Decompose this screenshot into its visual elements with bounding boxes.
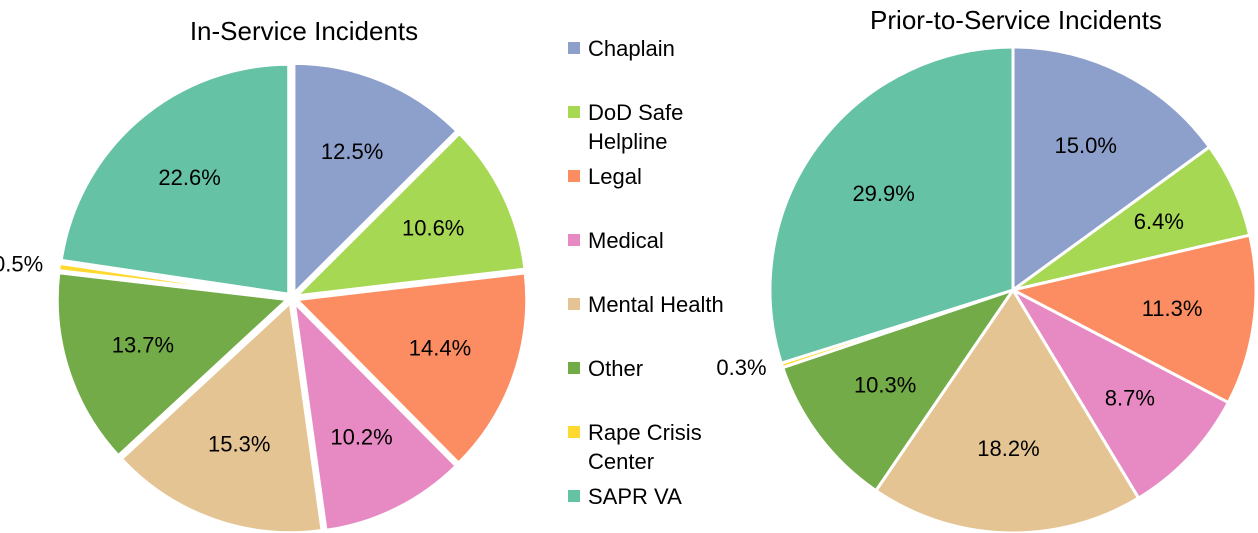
legend-label: Other [588, 356, 644, 381]
legend-item: Mental Health [568, 290, 743, 354]
slice-label: 18.2% [977, 436, 1039, 461]
legend-swatch [568, 490, 580, 502]
pie-slice [1011, 45, 1212, 293]
legend-item: Other [568, 354, 743, 418]
legend: Chaplain DoD Safe Helpline Legal Medical Men… [568, 34, 743, 533]
legend-item: Rape Crisis Center [568, 418, 743, 482]
pie-slice [119, 299, 324, 533]
slice-label: 12.5% [321, 139, 383, 164]
legend-item: Chaplain [568, 34, 743, 98]
legend-swatch [568, 42, 580, 54]
pie-slice [292, 298, 459, 532]
chart-title: In-Service Incidents [190, 16, 418, 46]
slice-label: 29.9% [852, 181, 914, 206]
legend-item: SAPR VA [568, 482, 743, 533]
legend-label: Chaplain [588, 36, 675, 61]
legend-label: Rape Crisis Center [588, 420, 702, 474]
slice-label: 15.3% [208, 431, 270, 456]
pie-slice [768, 45, 1015, 366]
chart-title: Prior-to-Service Incidents [870, 5, 1162, 35]
pie-slice [55, 271, 291, 458]
slice-label: 0.5% [0, 251, 43, 276]
pie-slice [293, 271, 529, 466]
slice-label: 11.3% [1142, 296, 1203, 321]
pie-slice [780, 287, 1017, 493]
legend-swatch [568, 426, 580, 438]
pie-slice [1008, 233, 1258, 405]
slice-label: 10.6% [402, 216, 464, 241]
legend-swatch [568, 298, 580, 310]
legend-swatch [568, 106, 580, 118]
slice-label: 22.6% [158, 165, 220, 190]
pie-slice [1008, 286, 1231, 501]
slice-label: 14.4% [409, 336, 471, 361]
slice-label: 10.2% [330, 424, 392, 449]
pie-slice [56, 261, 288, 299]
legend-swatch [568, 234, 580, 246]
legend-label: SAPR VA [588, 484, 682, 509]
slice-label: 8.7% [1105, 386, 1155, 411]
legend-item: DoD Safe Helpline [568, 98, 743, 162]
legend-label: Mental Health [588, 292, 724, 317]
legend-label: DoD Safe Helpline [588, 100, 684, 154]
pie-slice [59, 62, 291, 296]
pie-slice [292, 131, 527, 298]
slice-label: 15.0% [1055, 133, 1117, 158]
legend-item: Medical [568, 226, 743, 290]
slice-label: 10.3% [854, 373, 916, 398]
legend-label: Legal [588, 164, 642, 189]
slice-label: 0.3% [716, 355, 766, 380]
legend-swatch [568, 170, 580, 182]
legend-item: Legal [568, 162, 743, 226]
pie-slice [292, 61, 459, 297]
slice-label: 13.7% [112, 332, 174, 357]
legend-swatch [568, 362, 580, 374]
slice-label: 6.4% [1134, 209, 1184, 234]
legend-label: Medical [588, 228, 664, 253]
